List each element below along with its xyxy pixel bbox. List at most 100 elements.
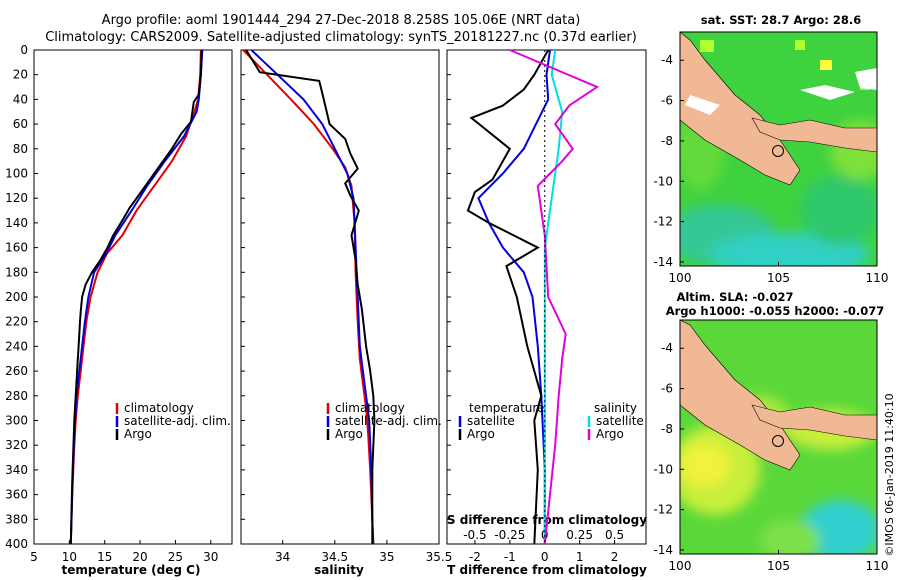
map-y-tick-label: -4 (661, 53, 673, 67)
depth-tick-label: 180 (5, 265, 28, 279)
map-x-tick-label: 105 (767, 559, 790, 573)
series-line-climatology (69, 49, 202, 545)
legend-title-temperature: temperature (469, 401, 544, 415)
legend-label-sal-satellite: satellite (596, 414, 644, 428)
depth-tick-label: 400 (5, 537, 28, 551)
depth-tick-label: 60 (13, 117, 28, 131)
s-diff-tick-label: -0.5 (463, 528, 486, 542)
sla-map-axes: 100 105 110 -4 -6 -8 -10 -12 -14 (653, 341, 888, 573)
x-tick-label: 1 (576, 550, 584, 564)
map-y-tick-label: -6 (661, 94, 673, 108)
series-line-temperature-argo (466, 49, 550, 545)
x-tick-label: 35 (379, 550, 394, 564)
x-tick-label: 10 (62, 550, 77, 564)
temperature-legend: climatology satellite-adj. clim. Argo (115, 401, 231, 441)
legend-label-climatology: climatology (335, 401, 405, 415)
depth-tick-label: 300 (5, 414, 28, 428)
sla-map-title-2: Argo h1000: -0.055 h2000: -0.077 (666, 304, 885, 318)
map-y-tick-label: -8 (661, 422, 673, 436)
title-line1: Argo profile: aoml 1901444_294 27-Dec-20… (102, 13, 581, 28)
map-y-tick-label: -12 (653, 503, 673, 517)
salinity-difference-axis: -0.5-0.2500.250.5 (463, 528, 624, 542)
x-tick-label: 2 (611, 550, 619, 564)
s-diff-tick-label: 0.25 (566, 528, 593, 542)
legend-title-salinity: salinity (594, 401, 637, 415)
difference-panel-frame (446, 49, 647, 545)
difference-xlabel: T difference from climatology (447, 563, 647, 577)
depth-tick-label: 140 (5, 216, 28, 230)
legend-label-sal-argo: Argo (596, 427, 624, 441)
sst-map (680, 32, 877, 266)
x-tick-label: -1 (504, 550, 516, 564)
x-tick-label: 0 (541, 550, 549, 564)
legend-label-argo: Argo (467, 427, 495, 441)
map-x-tick-label: 110 (866, 559, 889, 573)
series-line-argo (245, 49, 376, 544)
salinity-panel-frame (240, 49, 440, 545)
depth-tick-label: 280 (5, 389, 28, 403)
x-tick-label: 5 (30, 550, 38, 564)
x-tick-label: 15 (97, 550, 112, 564)
map-y-tick-label: -6 (661, 382, 673, 396)
x-tick-label: 34 (275, 550, 290, 564)
x-tick-label: 30 (203, 550, 218, 564)
depth-axis: 0 20 40 60 80 100 120 140 160 180 200 220 240 260 280 3… (5, 43, 451, 551)
legend-label-satellite: satellite-adj. clim. (124, 414, 231, 428)
sst-map-title: sat. SST: 28.7 Argo: 28.6 (701, 13, 861, 27)
depth-tick-label: 0 (20, 43, 28, 57)
map-y-tick-label: -8 (661, 134, 673, 148)
depth-tick-label: 20 (13, 68, 28, 82)
map-y-tick-label: -12 (653, 215, 673, 229)
legend-label-argo: Argo (335, 427, 363, 441)
depth-tick-label: 380 (5, 512, 28, 526)
sla-map-title-1: Altim. SLA: -0.027 (676, 290, 793, 304)
series-line-satellite-adj-clim- (250, 49, 375, 545)
depth-tick-label: 240 (5, 339, 28, 353)
difference-legend-salinity: salinity satellite Argo (587, 401, 644, 441)
sst-map-axes: 100 105 110 -4 -6 -8 -10 -12 -14 (653, 53, 888, 285)
x-tick-label: 20 (132, 550, 147, 564)
depth-tick-label: 40 (13, 92, 28, 106)
salinity-legend: climatology satellite-adj. clim. Argo (326, 401, 442, 441)
legend-label-satellite: satellite-adj. clim. (335, 414, 442, 428)
depth-tick-label: 360 (5, 488, 28, 502)
s-diff-tick-label: 0.5 (605, 528, 624, 542)
map-x-tick-label: 110 (866, 271, 889, 285)
series-line-temperature-satellite (477, 49, 551, 544)
difference-lines (466, 49, 600, 545)
temperature-panel-frame (33, 49, 233, 545)
difference-legend-temperature: temperature satellite Argo (458, 401, 544, 441)
map-x-tick-label: 100 (669, 559, 692, 573)
depth-tick-label: 320 (5, 438, 28, 452)
temperature-x-axis: 5 10 15 20 25 30 (30, 540, 218, 564)
legend-label-satellite: satellite (467, 414, 515, 428)
temperature-lines (69, 49, 204, 545)
series-line-salinity-argo (509, 49, 600, 545)
legend-label-argo: Argo (124, 427, 152, 441)
depth-tick-label: 200 (5, 290, 28, 304)
depth-tick-label: 80 (13, 142, 28, 156)
x-tick-label: -2 (469, 550, 481, 564)
temperature-xlabel: temperature (deg C) (62, 563, 201, 577)
depth-tick-label: 260 (5, 364, 28, 378)
depth-tick-label: 340 (5, 463, 28, 477)
x-tick-label: 25 (168, 550, 183, 564)
legend-label-climatology: climatology (124, 401, 194, 415)
map-y-tick-label: -10 (653, 462, 673, 476)
series-line-climatology (242, 49, 375, 545)
series-line-argo (69, 49, 203, 545)
depth-tick-label: 100 (5, 167, 28, 181)
depth-tick-label: 160 (5, 241, 28, 255)
salinity-x-axis: 34 34.5 35 35.5 (275, 540, 452, 564)
depth-tick-label: 220 (5, 315, 28, 329)
credit-text: ©IMOS 06-Jan-2019 11:40:10 (883, 393, 896, 556)
map-x-tick-label: 105 (767, 271, 790, 285)
x-tick-label: 34.5 (321, 550, 348, 564)
s-diff-tick-label: -0.25 (494, 528, 525, 542)
map-y-tick-label: -14 (653, 255, 673, 269)
series-line-salinity-satellite (543, 49, 564, 544)
map-y-tick-label: -4 (661, 341, 673, 355)
map-x-tick-label: 100 (669, 271, 692, 285)
salinity-xlabel: salinity (314, 563, 364, 577)
